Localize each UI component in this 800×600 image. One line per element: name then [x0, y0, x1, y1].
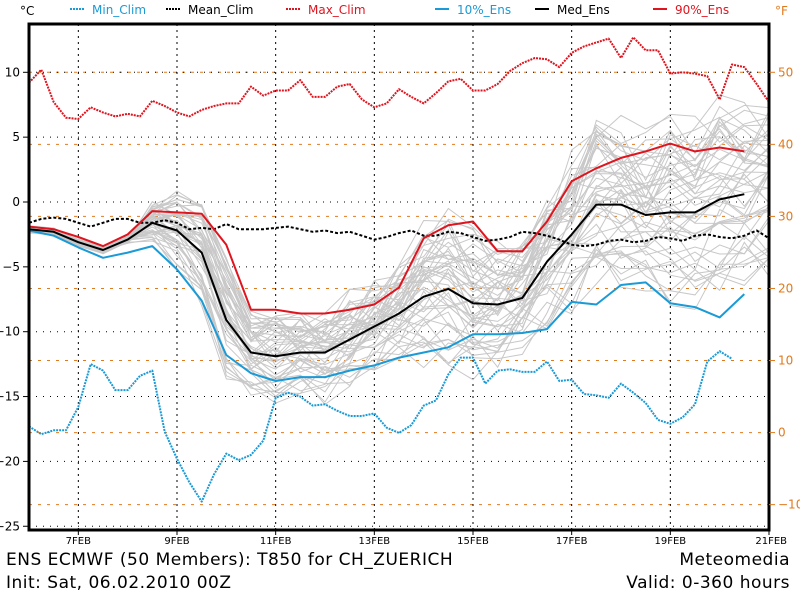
- x-tick-label: 11FEB: [260, 536, 292, 547]
- y-tick-label-f: 30: [778, 209, 793, 223]
- y-tick-label-f: 40: [778, 137, 793, 151]
- series-lines: [28, 36, 770, 503]
- y-tick-label-f: −10: [778, 498, 800, 512]
- chart-title: ENS ECMWF (50 Members): T850 for CH_ZUER…: [6, 550, 454, 570]
- chart-credit: Meteomedia: [679, 550, 790, 570]
- y-tick-label-f: 50: [778, 65, 793, 79]
- ensemble-member-line: [28, 230, 770, 392]
- ensemble-member-line: [28, 109, 770, 339]
- ensemble-member-line: [28, 198, 770, 370]
- y-tick-label-c: −15: [0, 390, 20, 404]
- y-tick-label-c: 10: [5, 65, 20, 79]
- y-tick-label-c: 0: [12, 195, 20, 209]
- ensemble-member-line: [28, 128, 770, 352]
- y-tick-label-c: −5: [2, 260, 20, 274]
- y-tick-label-c: −25: [0, 519, 20, 533]
- ensemble-member-line: [28, 229, 770, 393]
- x-tick-label: 13FEB: [359, 536, 391, 547]
- ensemble-member-line: [28, 120, 770, 350]
- ensemble-member-line: [28, 220, 770, 381]
- y-tick-label-c: −20: [0, 454, 20, 468]
- y-tick-label-f: 10: [778, 354, 793, 368]
- ensemble-member-line: [28, 173, 770, 361]
- ensemble-member-line: [28, 227, 770, 397]
- x-tick-label: 19FEB: [655, 536, 687, 547]
- ensemble-member-line: [28, 155, 770, 358]
- x-tick-label: 17FEB: [556, 536, 588, 547]
- y-tick-label-c: −10: [0, 325, 20, 339]
- ensemble-member-line: [28, 189, 770, 373]
- series-line-med-ens: [28, 193, 745, 358]
- y-tick-label-c: 5: [12, 130, 20, 144]
- legend-label-90-ens: 90%_Ens: [675, 3, 729, 17]
- y-tick-label-f: 0: [778, 426, 786, 440]
- ensemble-member-line: [28, 230, 770, 406]
- right-axis-unit: °F: [775, 4, 788, 18]
- legend: Min_Clim Mean_Clim Max_Clim 10%_Ens Med_Ens 9…: [70, 3, 729, 17]
- ensemble-members: [28, 94, 770, 406]
- y-tick-label-f: 20: [778, 281, 793, 295]
- series-line-10-ens: [28, 229, 745, 382]
- x-tick-label: 9FEB: [164, 536, 189, 547]
- x-tick-label: 15FEB: [457, 536, 489, 547]
- axes: 1050−5−10−15−20−2550403020100−107FEB9FEB…: [0, 65, 800, 547]
- chart-valid-range: Valid: 0-360 hours: [626, 573, 790, 593]
- chart-subtitle: Init: Sat, 06.02.2010 00Z: [6, 573, 232, 593]
- ensemble-member-line: [28, 130, 770, 344]
- x-tick-label: 7FEB: [66, 536, 91, 547]
- plot-frame: [27, 22, 771, 532]
- ensemble-member-line: [28, 227, 770, 404]
- legend-label-min-clim: Min_Clim: [92, 3, 146, 17]
- legend-label-10-ens: 10%_Ens: [457, 3, 511, 17]
- legend-label-mean-clim: Mean_Clim: [188, 3, 253, 17]
- legend-label-med-ens: Med_Ens: [557, 3, 610, 17]
- series-line-90-ens: [28, 142, 745, 315]
- ensemble-member-line: [28, 142, 770, 354]
- series-line-min-clim: [28, 350, 733, 503]
- x-tick-label: 21FEB: [755, 536, 787, 547]
- left-axis-unit: °C: [20, 4, 34, 18]
- legend-label-max-clim: Max_Clim: [308, 3, 366, 17]
- series-line-max-clim: [28, 36, 770, 120]
